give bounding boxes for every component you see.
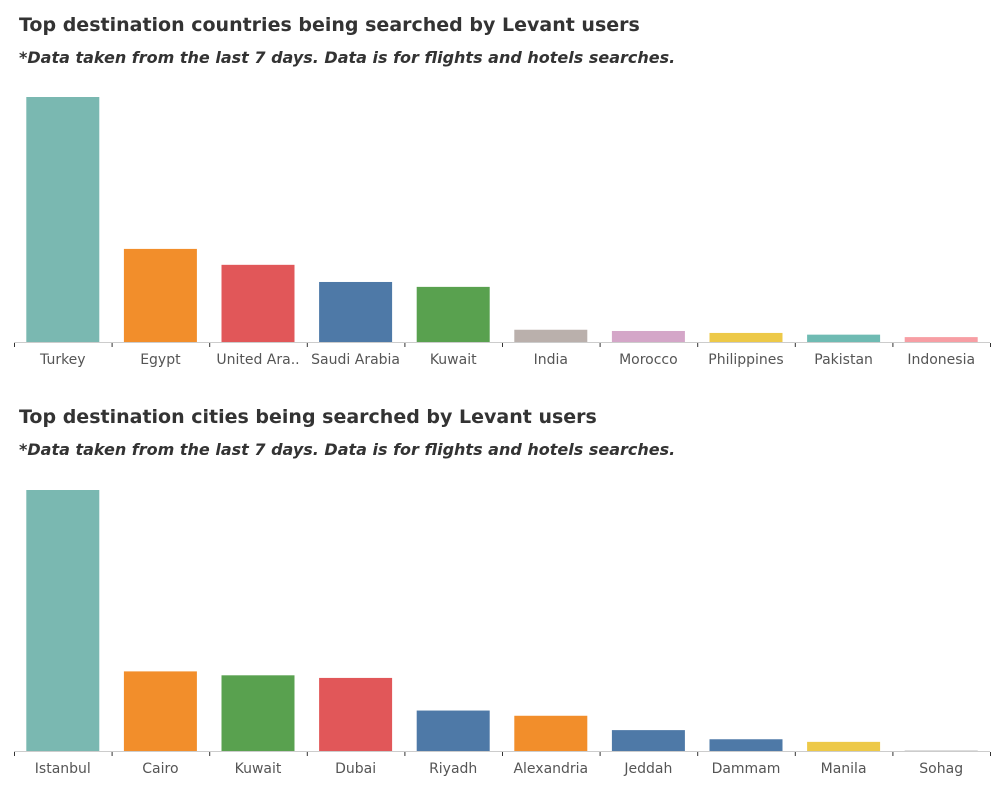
- chart-title: Top destination cities being searched by…: [19, 406, 597, 428]
- chart-subtitle: *Data taken from the last 7 days. Data i…: [19, 48, 676, 67]
- cities-chart-panel: Top destination cities being searched by…: [0, 392, 1004, 808]
- bar-istanbul[interactable]: [26, 490, 100, 751]
- x-tick-label: Pakistan: [814, 352, 873, 368]
- chart-title: Top destination countries being searched…: [19, 14, 640, 36]
- x-tick-label: Saudi Arabia: [311, 352, 400, 368]
- bar-alexandria[interactable]: [514, 715, 588, 751]
- cities-bar-chart: Istanbul Cairo Kuwait Dubai Riyadh Alexandria…: [14, 490, 991, 777]
- bar-philippines[interactable]: [709, 332, 783, 342]
- bar-turkey[interactable]: [26, 97, 100, 342]
- bar-dammam[interactable]: [709, 739, 783, 751]
- bar-egypt[interactable]: [123, 248, 197, 342]
- bar-manila[interactable]: [807, 741, 881, 751]
- x-tick-label: Philippines: [708, 352, 783, 368]
- x-tick-label: Dubai: [335, 761, 376, 777]
- countries-chart-panel: Top destination countries being searched…: [0, 0, 1004, 392]
- x-tick-label: Jeddah: [623, 761, 672, 777]
- bar-india[interactable]: [514, 329, 588, 342]
- x-tick-label: India: [534, 352, 568, 368]
- bar-kuwait[interactable]: [416, 286, 490, 342]
- x-tick-label: Turkey: [39, 352, 86, 368]
- bar-jeddah[interactable]: [611, 730, 685, 751]
- bar-riyadh[interactable]: [416, 710, 490, 751]
- x-tick-label: Manila: [821, 761, 867, 777]
- x-tick-label: Dammam: [712, 761, 781, 777]
- bar-sohag[interactable]: [904, 750, 978, 751]
- countries-bar-chart: Turkey Egypt United Ara.. Saudi Arabia Kuwai…: [14, 97, 991, 368]
- bar-united-ara[interactable]: [221, 264, 295, 342]
- bar-morocco[interactable]: [611, 330, 685, 342]
- x-tick-label: Kuwait: [430, 352, 477, 368]
- x-tick-label: Indonesia: [907, 352, 975, 368]
- bar-pakistan[interactable]: [807, 334, 881, 342]
- x-tick-label: Alexandria: [513, 761, 588, 777]
- x-tick-label: Istanbul: [35, 761, 91, 777]
- bar-indonesia[interactable]: [904, 337, 978, 342]
- x-tick-label: Cairo: [142, 761, 178, 777]
- bar-kuwait[interactable]: [221, 675, 295, 751]
- x-tick-label: Kuwait: [235, 761, 282, 777]
- x-tick-label: Riyadh: [429, 761, 477, 777]
- chart-subtitle: *Data taken from the last 7 days. Data i…: [19, 440, 676, 459]
- x-tick-label: Morocco: [619, 352, 678, 368]
- x-tick-label: Egypt: [140, 352, 181, 368]
- bar-saudi-arabia[interactable]: [319, 281, 393, 342]
- x-tick-label: Sohag: [919, 761, 963, 777]
- bar-cairo[interactable]: [123, 671, 197, 751]
- x-tick-label: United Ara..: [216, 352, 299, 368]
- bar-dubai[interactable]: [319, 677, 393, 751]
